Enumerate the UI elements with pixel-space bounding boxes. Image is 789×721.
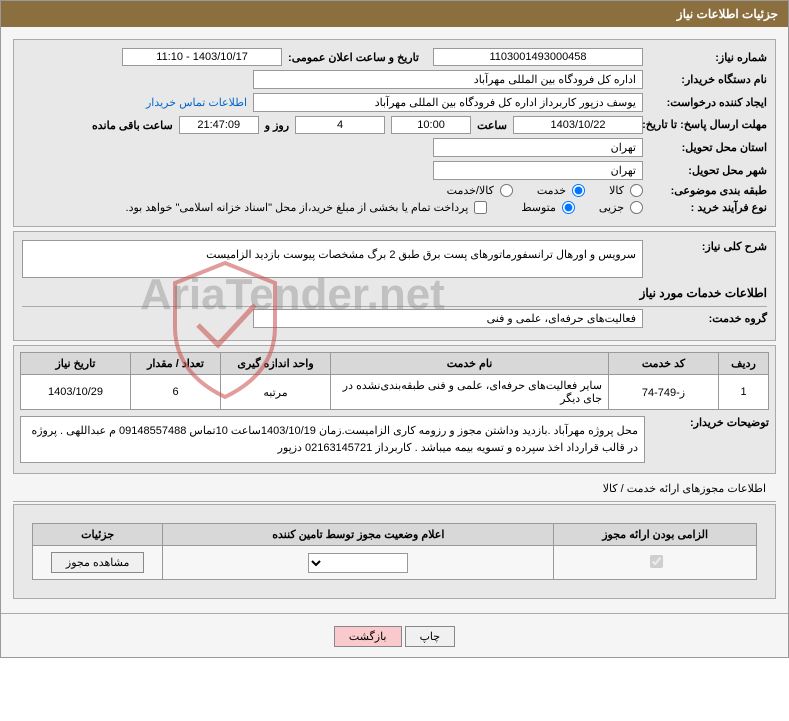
permit-col-details: جزئیات xyxy=(33,524,163,546)
delivery-province-label: استان محل تحویل: xyxy=(649,141,767,154)
print-button[interactable]: چاپ xyxy=(405,626,456,647)
service-group-label: گروه خدمت: xyxy=(649,312,767,325)
process-medium-label: متوسط xyxy=(521,201,556,214)
col-unit: واحد اندازه گیری xyxy=(221,353,331,375)
col-row: ردیف xyxy=(719,353,769,375)
permit-status-select[interactable] xyxy=(308,553,408,573)
table-section: ردیف کد خدمت نام خدمت واحد اندازه گیری ت… xyxy=(13,345,776,474)
permit-required-checkbox xyxy=(650,555,663,568)
service-group: فعالیت‌های حرفه‌ای، علمی و فنی xyxy=(253,309,643,328)
cat-service-radio[interactable] xyxy=(572,184,585,197)
cell-date: 1403/10/29 xyxy=(21,375,131,410)
need-desc-label: شرح کلی نیاز: xyxy=(649,240,767,253)
process-type-label: نوع فرآیند خرید : xyxy=(649,201,767,214)
deadline-time: 10:00 xyxy=(391,116,471,134)
need-desc-content: سرویس و اورهال ترانسفورماتورهای پست برق … xyxy=(22,240,643,278)
delivery-city: تهران xyxy=(433,161,643,180)
permit-col-status: اعلام وضعیت مجوز توسط تامین کننده xyxy=(163,524,554,546)
panel-header: جزئیات اطلاعات نیاز xyxy=(1,1,788,27)
time-remain: 21:47:09 xyxy=(179,116,259,134)
cat-goods-radio[interactable] xyxy=(630,184,643,197)
table-row: 1 ز-749-74 سایر فعالیت‌های حرفه‌ای، علمی… xyxy=(21,375,769,410)
services-table: ردیف کد خدمت نام خدمت واحد اندازه گیری ت… xyxy=(20,352,769,410)
divider-3 xyxy=(1,613,788,614)
buyer-org-label: نام دستگاه خریدار: xyxy=(649,73,767,86)
cat-goods-label: کالا xyxy=(609,184,624,197)
divider-2 xyxy=(13,501,776,502)
need-desc-section: شرح کلی نیاز: سرویس و اورهال ترانسفورمات… xyxy=(13,231,776,341)
cell-qty: 6 xyxy=(131,375,221,410)
col-qty: تعداد / مقدار xyxy=(131,353,221,375)
process-partial-label: جزیی xyxy=(599,201,624,214)
permit-row: مشاهده مجوز xyxy=(33,546,757,580)
time-remain-label: ساعت باقی مانده xyxy=(92,119,173,132)
buyer-note-content: محل پروژه مهرآباد .بازدید وداشتن مجوز و … xyxy=(20,416,645,463)
cat-goods-service-label: کالا/خدمت xyxy=(447,184,494,197)
delivery-province: تهران xyxy=(433,138,643,157)
cell-unit: مرتبه xyxy=(221,375,331,410)
permits-header: اطلاعات مجوزهای ارائه خدمت / کالا xyxy=(13,478,776,499)
form-section: شماره نیاز: 1103001493000458 تاریخ و ساع… xyxy=(13,39,776,227)
divider xyxy=(22,306,767,307)
cell-name: سایر فعالیت‌های حرفه‌ای، علمی و فنی طبقه… xyxy=(331,375,609,410)
cat-goods-service-radio[interactable] xyxy=(500,184,513,197)
col-code: کد خدمت xyxy=(609,353,719,375)
announce-date: 1403/10/17 - 11:10 xyxy=(122,48,282,66)
col-name: نام خدمت xyxy=(331,353,609,375)
request-no-label: شماره نیاز: xyxy=(649,51,767,64)
process-medium-radio[interactable] xyxy=(562,201,575,214)
permit-col-required: الزامی بودن ارائه مجوز xyxy=(554,524,757,546)
cat-service-label: خدمت xyxy=(537,184,566,197)
announce-date-label: تاریخ و ساعت اعلان عمومی: xyxy=(288,51,419,64)
cell-row: 1 xyxy=(719,375,769,410)
category-label: طبقه بندی موضوعی: xyxy=(649,184,767,197)
days-remain: 4 xyxy=(295,116,385,134)
deadline-label: مهلت ارسال پاسخ: تا تاریخ: xyxy=(649,118,767,132)
services-header: اطلاعات خدمات مورد نیاز xyxy=(22,282,767,304)
requester: یوسف دزپور کاربرداز اداره کل فرودگاه بین… xyxy=(253,93,643,112)
buyer-org: اداره کل فرودگاه بین المللی مهرآباد xyxy=(253,70,643,89)
permits-section: الزامی بودن ارائه مجوز اعلام وضعیت مجوز … xyxy=(13,504,776,599)
bottom-buttons: چاپ بازگشت xyxy=(1,616,788,657)
process-partial-radio[interactable] xyxy=(630,201,643,214)
payment-note: پرداخت تمام یا بخشی از مبلغ خرید،از محل … xyxy=(126,201,469,214)
permits-table: الزامی بودن ارائه مجوز اعلام وضعیت مجوز … xyxy=(32,523,757,580)
buyer-contact-link[interactable]: اطلاعات تماس خریدار xyxy=(146,96,247,109)
buyer-note-label: توضیحات خریدار: xyxy=(651,416,769,429)
days-and-label: روز و xyxy=(265,119,289,132)
time-label: ساعت xyxy=(477,119,507,132)
delivery-city-label: شهر محل تحویل: xyxy=(649,164,767,177)
view-permit-button[interactable]: مشاهده مجوز xyxy=(51,552,144,573)
requester-label: ایجاد کننده درخواست: xyxy=(649,96,767,109)
col-date: تاریخ نیاز xyxy=(21,353,131,375)
request-no: 1103001493000458 xyxy=(433,48,643,66)
cell-code: ز-749-74 xyxy=(609,375,719,410)
main-panel: جزئیات اطلاعات نیاز شماره نیاز: 11030014… xyxy=(0,0,789,658)
deadline-date: 1403/10/22 xyxy=(513,116,643,134)
payment-checkbox[interactable] xyxy=(474,201,487,214)
return-button[interactable]: بازگشت xyxy=(334,626,402,647)
